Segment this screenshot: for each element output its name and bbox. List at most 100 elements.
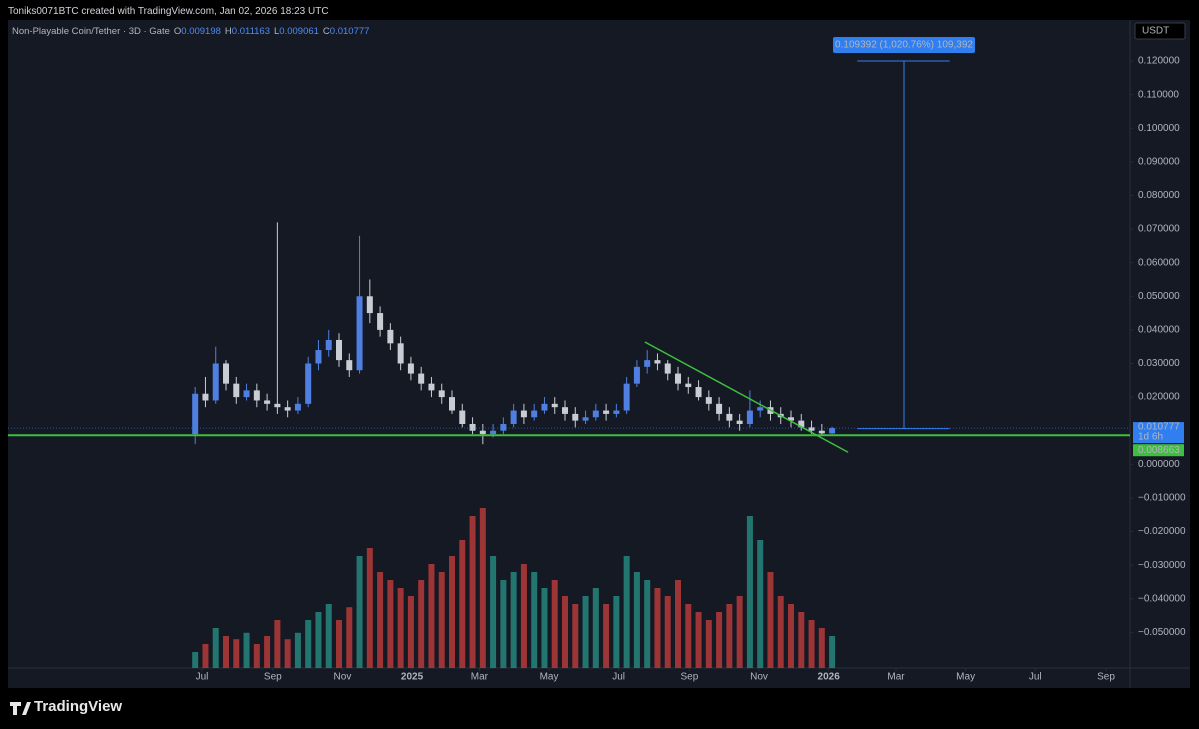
ohlc-label: L [274,26,280,37]
candle-body [397,343,404,364]
volume-bar [510,572,517,668]
candle-body [603,410,610,414]
x-tick-label: Nov [334,672,352,683]
volume-bar [654,588,661,668]
volume-bar [449,556,456,668]
volume-bar [325,604,332,668]
x-tick-label: Jul [1029,672,1042,683]
ohlc-value: 0.010777 [329,26,370,37]
x-tick-label: Jul [196,672,209,683]
volume-bar [346,607,353,668]
candle-body [531,410,538,418]
candle-body [685,383,692,388]
volume-bar [541,588,548,668]
y-tick-label: −0.030000 [1138,560,1186,571]
ohlc-label: H [224,26,232,37]
volume-bar [726,604,733,668]
measure-label-box [833,37,976,54]
volume-bar [716,612,723,668]
volume-bar [746,516,753,668]
volume-bar [592,588,599,668]
volume-bar [243,632,250,668]
last-price-badge [1133,422,1184,444]
candle-body [284,407,291,411]
volume-bar [407,596,414,668]
x-tick-label: 2026 [818,672,841,683]
volume-bar [829,636,836,668]
volume-bar [418,580,425,668]
x-tick-label: Jul [612,672,625,683]
x-tick-label: Sep [681,672,699,683]
brand: TradingView [34,698,123,715]
candle-body [346,360,353,371]
candle-body [716,403,723,414]
volume-bar [818,628,825,668]
volume-bar [294,632,301,668]
candle-body [798,420,805,428]
candle-body [223,363,230,384]
candle-body [818,430,825,434]
candle-body [294,403,301,411]
y-tick-label: 0.030000 [1138,358,1180,369]
volume-bar [551,580,558,668]
volume-bar [233,639,240,668]
candle-body [562,407,569,414]
y-tick-label: 0.090000 [1138,156,1180,167]
candle-body [356,296,363,371]
axes: 0.120000 0.110000 0.100000 0.090000 0.080000… [196,56,1186,683]
ohlc-label: C [322,26,330,37]
volume-bar [366,548,373,668]
tradingview-logo [10,702,31,715]
candle-body [510,410,517,424]
volume-bar [438,572,445,668]
volume-bar [397,588,404,668]
volume-bar [582,596,589,668]
candle-body [202,393,209,401]
volume-bar [315,612,322,668]
candle-body [644,360,651,367]
y-tick-label: −0.010000 [1138,493,1186,504]
volume-bar [736,596,743,668]
x-tick-label: Mar [887,672,905,683]
volume-bar [253,644,260,668]
y-tick-label: 0.070000 [1138,224,1180,235]
volume-bar [387,580,394,668]
trend-line [644,341,849,453]
volume-bar [767,572,774,668]
candle-body [418,373,425,384]
ohlc-label: O [173,26,182,37]
candle-body [243,390,250,398]
x-tick-label: 2025 [401,672,424,683]
y-tick-label: 0.000000 [1138,459,1180,470]
volume-bar [623,556,630,668]
currency-box [1134,22,1186,40]
y-tick-label: −0.040000 [1138,593,1186,604]
candle-body [253,390,260,401]
volume-bar [644,580,651,668]
volume-bar [675,580,682,668]
x-tick-label: Sep [264,672,282,683]
countdown-label: 1d 6h [1138,432,1163,443]
volume-bar [212,628,219,668]
y-tick-label: −0.020000 [1138,526,1186,537]
candle-body [592,410,599,418]
volume-bar [613,596,620,668]
volume-bar [305,620,312,668]
candle-body [675,373,682,384]
candle-body [264,400,271,404]
volume-bar [572,604,579,668]
candle-body [572,413,579,421]
candle-body [808,427,815,431]
y-tick-label: 0.020000 [1138,392,1180,403]
volume-bar [469,516,476,668]
candle-body [387,329,394,344]
y-tick-label: 0.120000 [1138,56,1180,67]
volume-bar [192,652,199,668]
candle-body [366,296,373,314]
candle-body [233,383,240,398]
x-tick-label: May [540,672,559,683]
volume-bar [264,636,271,668]
candle-body [520,410,527,418]
